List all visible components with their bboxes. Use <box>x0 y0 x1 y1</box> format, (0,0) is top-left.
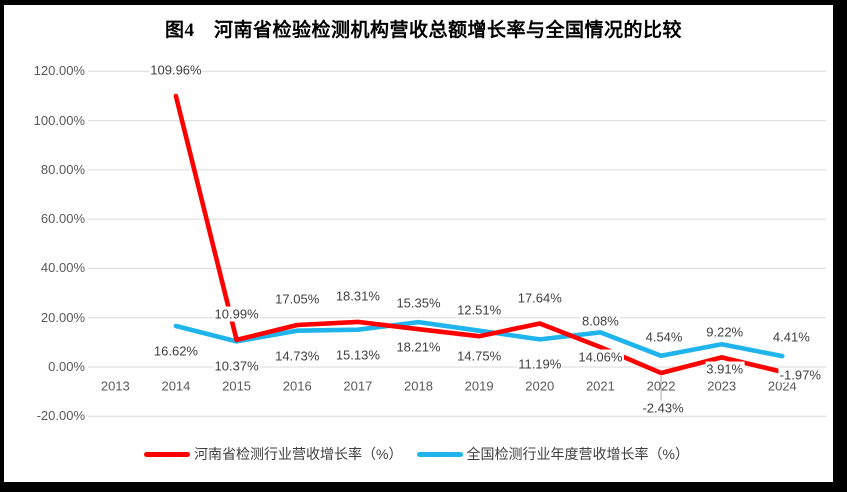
data-label: 17.64% <box>516 290 563 306</box>
y-axis-tick-label: 80.00% <box>40 161 85 177</box>
data-label: 3.91% <box>705 361 745 377</box>
data-label: 17.05% <box>274 291 321 307</box>
data-label: 4.54% <box>644 329 684 345</box>
data-label: 8.08% <box>580 313 620 329</box>
y-axis-tick-label: 0.00% <box>48 359 85 374</box>
x-axis-year-label: 2014 <box>161 378 191 394</box>
legend-label: 全国检测行业年度营收增长率（%） <box>466 446 689 462</box>
data-label: 14.75% <box>456 348 503 364</box>
y-axis-tick-label: 40.00% <box>40 260 85 276</box>
chart-title: 图4 河南省检验检测机构营收总额增长率与全国情况的比较 <box>164 20 682 41</box>
y-axis-tick-label: 60.00% <box>40 211 85 227</box>
data-label: 12.51% <box>456 302 503 318</box>
x-axis-year-label: 2023 <box>707 378 737 394</box>
y-axis-tick-label: 120.00% <box>33 63 85 79</box>
chart-background <box>4 5 833 482</box>
x-axis-year-label: 2019 <box>464 378 494 394</box>
x-axis-year-label: 2021 <box>585 378 615 394</box>
legend-line-swatch <box>416 451 463 457</box>
data-label: 9.22% <box>705 324 745 340</box>
data-label: 16.62% <box>152 343 199 359</box>
data-label: 14.73% <box>274 348 321 364</box>
data-label: 14.06% <box>577 349 624 365</box>
legend-item-1: 全国检测行业年度营收增长率（%） <box>416 444 689 464</box>
chart-legend: 河南省检测行业营收增长率（%） 全国检测行业年度营收增长率（%） <box>0 444 833 464</box>
data-label: 10.99% <box>213 306 260 322</box>
data-label: -1.97% <box>778 367 822 383</box>
legend-item-0: 河南省检测行业营收增长率（%） <box>144 444 403 464</box>
x-axis-year-label: 2016 <box>282 378 312 394</box>
data-label: 10.37% <box>213 358 260 374</box>
x-axis-year-label: 2018 <box>404 378 433 394</box>
data-label: 15.35% <box>395 295 442 311</box>
data-label: 18.31% <box>334 288 381 304</box>
y-axis-tick-label: 100.00% <box>33 112 85 128</box>
x-axis-year-label: 2022 <box>646 378 676 394</box>
x-axis-year-label: 2017 <box>343 378 373 394</box>
series-line-1 <box>173 319 785 359</box>
legend-line-swatch <box>144 451 191 457</box>
y-axis-tick-label: 20.00% <box>40 309 85 325</box>
data-label: 11.19% <box>517 356 563 372</box>
series-line-0 <box>173 93 785 376</box>
data-label: 15.13% <box>334 347 381 363</box>
data-label: 4.41% <box>771 329 811 345</box>
data-label: 18.21% <box>395 339 442 355</box>
data-label: -2.43% <box>641 400 685 416</box>
x-axis-year-label: 2015 <box>222 378 252 394</box>
legend-label: 河南省检测行业营收增长率（%） <box>194 446 403 462</box>
y-axis-tick-label: -20.00% <box>36 408 85 424</box>
x-axis-year-label: 2020 <box>525 378 555 394</box>
data-label: 109.96% <box>149 62 203 78</box>
x-axis-year-label: 2013 <box>100 378 130 394</box>
